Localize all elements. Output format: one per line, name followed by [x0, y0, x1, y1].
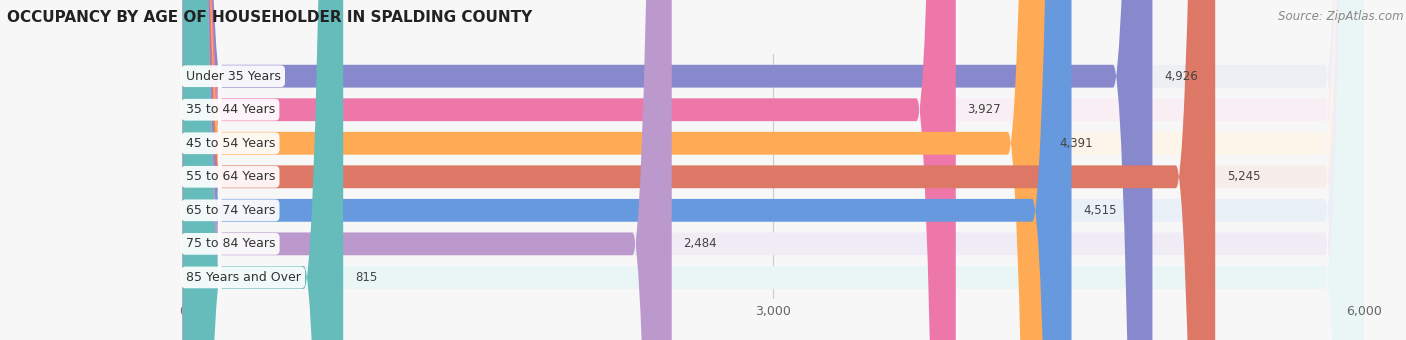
- Text: 4,391: 4,391: [1059, 137, 1092, 150]
- Text: 75 to 84 Years: 75 to 84 Years: [186, 237, 276, 250]
- FancyBboxPatch shape: [183, 0, 672, 340]
- Text: 3,927: 3,927: [967, 103, 1001, 116]
- Text: Source: ZipAtlas.com: Source: ZipAtlas.com: [1278, 10, 1403, 23]
- Text: 35 to 44 Years: 35 to 44 Years: [186, 103, 276, 116]
- Text: Under 35 Years: Under 35 Years: [186, 70, 281, 83]
- FancyBboxPatch shape: [183, 0, 1153, 340]
- Text: 4,515: 4,515: [1083, 204, 1116, 217]
- FancyBboxPatch shape: [183, 0, 1364, 340]
- Text: 815: 815: [354, 271, 377, 284]
- Text: 45 to 54 Years: 45 to 54 Years: [186, 137, 276, 150]
- FancyBboxPatch shape: [183, 0, 1047, 340]
- Text: 85 Years and Over: 85 Years and Over: [186, 271, 301, 284]
- FancyBboxPatch shape: [183, 0, 1364, 340]
- Text: 4,926: 4,926: [1164, 70, 1198, 83]
- FancyBboxPatch shape: [183, 0, 1364, 340]
- FancyBboxPatch shape: [183, 0, 1364, 340]
- Text: 2,484: 2,484: [683, 237, 717, 250]
- FancyBboxPatch shape: [183, 0, 1364, 340]
- FancyBboxPatch shape: [183, 0, 1215, 340]
- Text: 55 to 64 Years: 55 to 64 Years: [186, 170, 276, 183]
- Text: 5,245: 5,245: [1227, 170, 1261, 183]
- FancyBboxPatch shape: [183, 0, 1071, 340]
- Text: OCCUPANCY BY AGE OF HOUSEHOLDER IN SPALDING COUNTY: OCCUPANCY BY AGE OF HOUSEHOLDER IN SPALD…: [7, 10, 533, 25]
- FancyBboxPatch shape: [183, 0, 1364, 340]
- Text: 65 to 74 Years: 65 to 74 Years: [186, 204, 276, 217]
- FancyBboxPatch shape: [183, 0, 956, 340]
- FancyBboxPatch shape: [183, 0, 1364, 340]
- FancyBboxPatch shape: [183, 0, 343, 340]
